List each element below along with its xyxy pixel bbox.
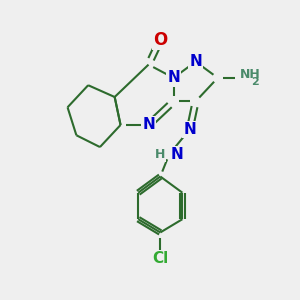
Text: NH: NH [240, 68, 261, 81]
Text: N: N [142, 118, 155, 133]
Text: Cl: Cl [152, 251, 168, 266]
Text: H: H [155, 148, 166, 161]
Text: N: N [189, 54, 202, 69]
Text: N: N [171, 147, 183, 162]
Text: N: N [183, 122, 196, 137]
Text: N: N [167, 70, 180, 86]
Text: 2: 2 [251, 77, 259, 87]
Text: O: O [153, 31, 167, 49]
